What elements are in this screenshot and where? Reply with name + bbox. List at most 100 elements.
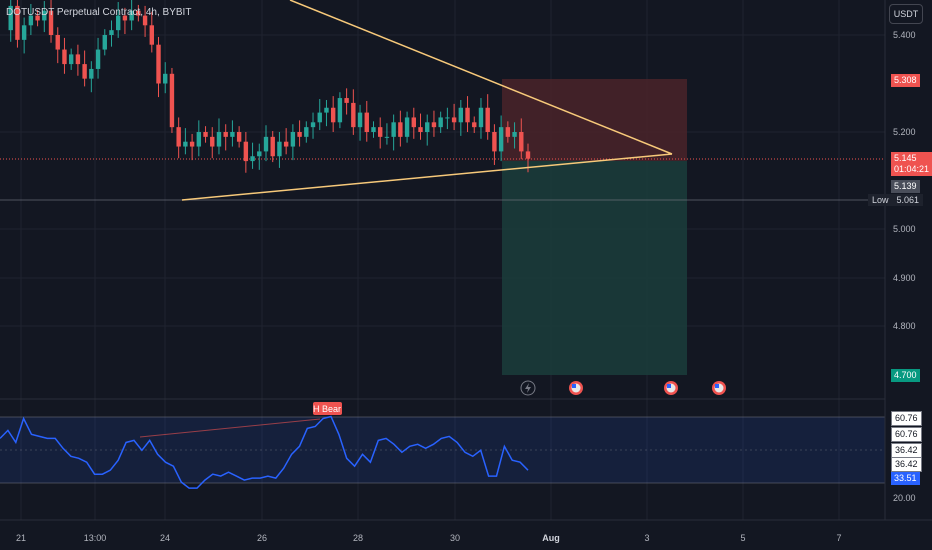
candle-body — [223, 132, 228, 137]
candle-body — [48, 10, 54, 35]
candle-body — [277, 141, 282, 157]
time-label: 5 — [740, 533, 746, 543]
candle-body — [465, 107, 470, 123]
low-label: Low — [872, 195, 889, 205]
price-tick: 4.900 — [893, 273, 916, 283]
candle-body — [472, 122, 477, 128]
us-flag-icon[interactable] — [712, 381, 726, 395]
candle-body — [8, 5, 13, 31]
rsi-upper-tag-b: 60.76 — [891, 427, 922, 442]
divergence-line — [139, 418, 321, 438]
triangle-lower-line[interactable] — [181, 153, 673, 201]
candle-body — [55, 35, 60, 50]
candle-body — [384, 136, 390, 138]
candle-body — [21, 25, 27, 40]
candle-body — [324, 107, 329, 113]
candle-body — [156, 44, 161, 84]
stop-price-tag: 4.700 — [891, 369, 920, 382]
rsi-current-tag: 33.51 — [891, 472, 920, 485]
candle-body — [519, 132, 524, 152]
candle-body — [404, 117, 410, 137]
candle-body — [149, 25, 154, 45]
price-tick: 5.400 — [893, 30, 916, 40]
candle-body — [95, 49, 101, 69]
candle-body — [116, 15, 121, 31]
candle-body — [304, 127, 309, 137]
lightning-icon[interactable] — [520, 380, 536, 396]
rsi-badge: H Bear — [313, 402, 342, 415]
candle-body — [28, 15, 34, 26]
candle-body — [310, 122, 316, 128]
price-tick: 5.200 — [893, 127, 916, 137]
candle-body — [216, 132, 222, 147]
triangle-upper-line[interactable] — [289, 0, 673, 155]
candle-body — [290, 132, 296, 147]
time-label: 30 — [449, 533, 461, 543]
candle-body — [283, 141, 289, 147]
candle-body — [109, 30, 114, 35]
candle-body — [15, 5, 20, 40]
candle-body — [203, 132, 208, 137]
candle-body — [337, 98, 343, 123]
time-label: 13:00 — [83, 533, 107, 543]
price-tick: 4.800 — [893, 321, 916, 331]
candle-body — [230, 132, 235, 137]
candle-body — [250, 156, 255, 162]
candle-body — [169, 73, 175, 128]
current-price-tag: 5.145 01:04:21 — [891, 152, 932, 176]
candle-body — [458, 107, 464, 123]
time-label: 21 — [15, 533, 27, 543]
candle-body — [35, 15, 40, 21]
candle-body — [89, 68, 94, 79]
chart-title: DOTUSDT Perpetual Contract, 4h, BYBIT — [6, 7, 192, 18]
bar-countdown: 01:04:21 — [894, 164, 930, 174]
time-label: 7 — [836, 533, 842, 543]
candle-body — [257, 151, 262, 157]
candle-body — [418, 127, 423, 132]
rsi-lower-tag-b: 36.42 — [891, 457, 922, 472]
rsi-lower-tag-a: 36.42 — [891, 443, 922, 458]
candle-body — [498, 127, 504, 152]
us-flag-icon[interactable] — [569, 381, 583, 395]
candle-body — [478, 107, 484, 128]
candle-body — [163, 73, 168, 84]
rsi-upper-tag-a: 60.76 — [891, 411, 922, 426]
candle-body — [391, 122, 396, 137]
candle-body — [68, 54, 74, 65]
event-markers — [520, 380, 726, 396]
low-value: 5.061 — [896, 195, 920, 205]
candle-body — [371, 127, 376, 132]
time-label: 26 — [256, 533, 268, 543]
candle-body — [82, 64, 87, 79]
candle-body — [330, 107, 336, 123]
price-tick: 5.000 — [893, 224, 916, 234]
candle-body — [270, 136, 275, 157]
time-label: Aug — [542, 533, 560, 543]
current-price-value: 5.145 — [894, 153, 917, 163]
candle-body — [431, 122, 437, 128]
low-price-tag: Low 5.061 — [868, 194, 924, 206]
candle-body — [183, 141, 188, 147]
candle-body — [398, 122, 403, 137]
candle-body — [142, 15, 148, 26]
candle-body — [451, 117, 457, 123]
unit-button[interactable]: USDT — [889, 4, 923, 24]
target-price-tag: 5.308 — [891, 74, 920, 87]
candle-body — [512, 132, 517, 137]
rsi-line — [0, 415, 529, 489]
candle-body — [236, 132, 242, 142]
time-label: 28 — [352, 533, 364, 543]
candle-body — [129, 10, 134, 21]
candle-body — [176, 127, 181, 147]
candle-body — [525, 151, 531, 159]
candle-body — [196, 132, 202, 147]
candle-body — [317, 112, 322, 123]
us-flag-icon[interactable] — [664, 381, 678, 395]
candle-body — [351, 102, 356, 128]
candle-body — [75, 54, 81, 65]
candle-body — [62, 49, 67, 65]
candle-body — [42, 10, 47, 21]
candle-body — [210, 136, 215, 147]
candle-body — [263, 136, 269, 152]
